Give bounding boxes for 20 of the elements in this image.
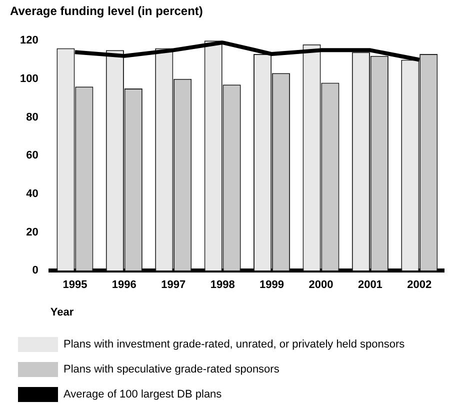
y-tick-label: 80 xyxy=(26,111,38,124)
x-tick-label: 2001 xyxy=(358,279,382,292)
y-tick-label: 40 xyxy=(26,188,38,200)
x-axis-title: Year xyxy=(50,306,74,318)
legend-label: Average of 100 largest DB plans xyxy=(64,388,222,401)
x-tick-label: 1996 xyxy=(112,279,136,292)
chart-title: Average funding level (in percent) xyxy=(10,4,204,20)
y-tick-label: 120 xyxy=(20,34,38,47)
y-tick-label: 100 xyxy=(20,72,38,85)
x-tick-label: 1995 xyxy=(62,279,88,292)
legend-label: Plans with investment grade-rated, unrated, or privately held sponsors xyxy=(64,338,406,351)
y-tick-label: 60 xyxy=(26,150,38,162)
x-tick-label: 1998 xyxy=(210,279,235,292)
x-tick-label: 1999 xyxy=(260,279,284,292)
legend-label: Plans with speculative grade-rated sponsors xyxy=(64,364,280,376)
y-tick-label: 0 xyxy=(32,264,38,277)
y-tick-label: 20 xyxy=(26,226,38,238)
x-tick-label: 2002 xyxy=(407,279,432,292)
x-tick-label: 2000 xyxy=(308,279,334,292)
x-tick-label: 1997 xyxy=(161,279,186,292)
